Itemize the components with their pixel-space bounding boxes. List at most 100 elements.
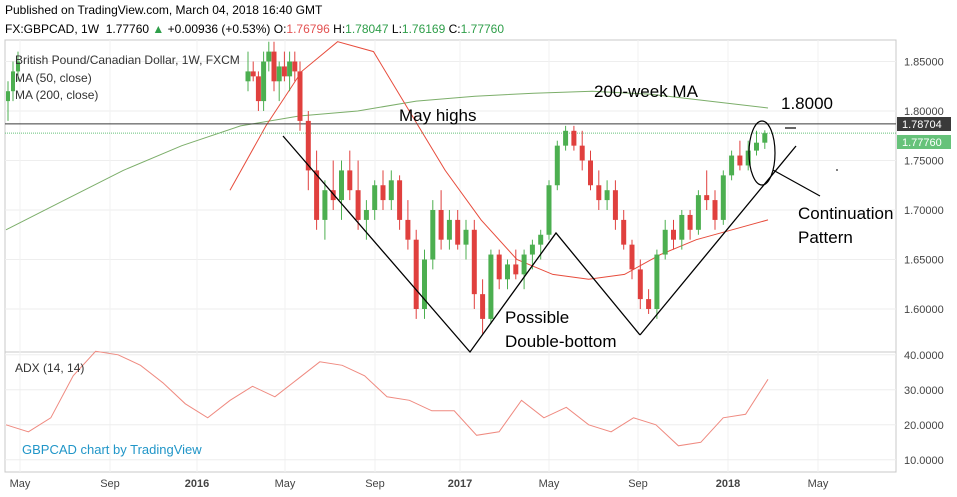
resistance-tag-text: 1.78704 bbox=[902, 119, 942, 131]
candle-body bbox=[363, 210, 369, 220]
legend-adx[interactable]: ADX (14, 14) bbox=[15, 361, 84, 375]
candle-body bbox=[604, 190, 610, 201]
candle-body bbox=[405, 219, 411, 240]
candle-body bbox=[762, 133, 768, 143]
continuation-pointer bbox=[772, 169, 821, 197]
candle-body bbox=[463, 229, 469, 245]
candle-body bbox=[488, 254, 494, 319]
ma200-line bbox=[5, 90, 769, 231]
candle-body bbox=[413, 239, 419, 309]
may-highs-label: May highs bbox=[399, 106, 476, 125]
continuation-ellipse bbox=[748, 120, 776, 186]
price-tick-label: 1.60000 bbox=[904, 304, 944, 316]
adx-tick-label: 10.0000 bbox=[904, 455, 944, 467]
candle-body bbox=[695, 195, 701, 230]
last-price-tag-text: 1.77760 bbox=[902, 137, 942, 149]
time-tick-label: May bbox=[539, 478, 560, 490]
candle-body bbox=[422, 259, 427, 309]
candle-body bbox=[513, 264, 519, 275]
time-tick-label: Sep bbox=[365, 478, 385, 490]
candle-body bbox=[662, 229, 668, 255]
candle-body bbox=[347, 170, 353, 191]
level-label: 1.8000 bbox=[781, 94, 833, 113]
candle-body bbox=[538, 234, 544, 245]
time-tick-label: Sep bbox=[100, 478, 120, 490]
chart-header: Published on TradingView.com, March 04, … bbox=[0, 0, 957, 40]
time-tick-label: 2016 bbox=[185, 478, 209, 490]
price-pane-frame bbox=[4, 39, 897, 353]
candle-body bbox=[250, 71, 256, 77]
close-label: C: bbox=[448, 22, 461, 36]
candle-body bbox=[430, 210, 436, 260]
legend-ma50[interactable]: MA (50, close) bbox=[15, 71, 92, 85]
candle-body bbox=[563, 130, 569, 146]
candle-body bbox=[687, 214, 693, 230]
candle-body bbox=[305, 120, 311, 171]
candle-body bbox=[11, 71, 15, 92]
watermark: GBPCAD chart by TradingView bbox=[22, 442, 202, 457]
candle-body bbox=[16, 61, 20, 72]
price-tick-label: 1.85000 bbox=[904, 57, 944, 69]
adx-tick-label: 20.0000 bbox=[904, 420, 944, 432]
candle-body bbox=[729, 155, 735, 176]
candle-body bbox=[579, 145, 585, 161]
adx-grid bbox=[5, 354, 896, 461]
candle-body bbox=[255, 76, 261, 102]
price-tick-label: 1.70000 bbox=[904, 205, 944, 217]
candle-body bbox=[637, 269, 643, 300]
time-tick-label: May bbox=[808, 478, 829, 490]
candle-body bbox=[712, 200, 718, 220]
resistance-tag bbox=[897, 117, 951, 131]
candle-body bbox=[720, 175, 726, 220]
candle-body bbox=[339, 170, 344, 201]
symbol-label[interactable]: FX:GBPCAD, 1W bbox=[5, 22, 100, 36]
legend-title[interactable]: British Pound/Canadian Dollar, 1W, FXCM bbox=[15, 53, 240, 67]
candle-body bbox=[646, 299, 652, 309]
candle-body bbox=[261, 61, 267, 102]
candle-body bbox=[372, 185, 378, 210]
time-tick-label: May bbox=[10, 478, 31, 490]
candle-body bbox=[322, 190, 328, 220]
open-label: O: bbox=[273, 22, 287, 36]
candle-body bbox=[554, 145, 560, 186]
candle-body bbox=[245, 71, 251, 82]
high-value: 1.78047 bbox=[345, 22, 389, 36]
candle-body bbox=[571, 130, 577, 146]
candle-body bbox=[292, 61, 298, 72]
continuation-label-2: Pattern bbox=[798, 228, 853, 247]
candle-body bbox=[297, 71, 303, 121]
candle-body bbox=[529, 244, 535, 255]
candle-body bbox=[355, 190, 361, 220]
up-arrow-icon: ▲ bbox=[152, 22, 165, 36]
candle-body bbox=[745, 150, 751, 166]
candle-body bbox=[455, 219, 461, 245]
price-tick-label: 1.65000 bbox=[904, 255, 944, 267]
candles bbox=[6, 41, 768, 334]
candle-body bbox=[380, 185, 386, 201]
ma200-label: 200-week MA bbox=[594, 82, 699, 101]
time-tick-label: 2018 bbox=[716, 478, 740, 490]
candle-body bbox=[438, 210, 444, 240]
close-value: 1.77760 bbox=[460, 22, 505, 36]
candle-body bbox=[737, 155, 743, 166]
candle-body bbox=[388, 180, 394, 201]
candle-body bbox=[480, 294, 486, 319]
price-tick-label: 1.80000 bbox=[904, 106, 944, 118]
time-axis[interactable]: May Sep 2016 May Sep 2017 May Sep 2018 May bbox=[10, 478, 829, 490]
time-tick-label: Sep bbox=[628, 478, 648, 490]
continuation-label-1: Continuation bbox=[798, 204, 893, 223]
last-price-tag bbox=[897, 135, 951, 149]
legend-ma200[interactable]: MA (200, close) bbox=[15, 88, 98, 102]
candle-body bbox=[596, 185, 602, 201]
candle-body bbox=[704, 195, 710, 201]
candle-body bbox=[446, 219, 452, 240]
candle-body bbox=[496, 254, 502, 280]
candle-body bbox=[271, 51, 277, 82]
double-bottom-drawing bbox=[282, 135, 641, 354]
adx-line bbox=[5, 350, 769, 447]
adx-axis[interactable]: 40.0000 30.0000 20.0000 10.0000 bbox=[904, 350, 944, 467]
price-axis[interactable]: 1.85000 1.80000 1.75000 1.70000 1.65000 1.600… bbox=[904, 57, 944, 317]
candle-body bbox=[654, 254, 660, 309]
candle-body bbox=[546, 185, 552, 235]
